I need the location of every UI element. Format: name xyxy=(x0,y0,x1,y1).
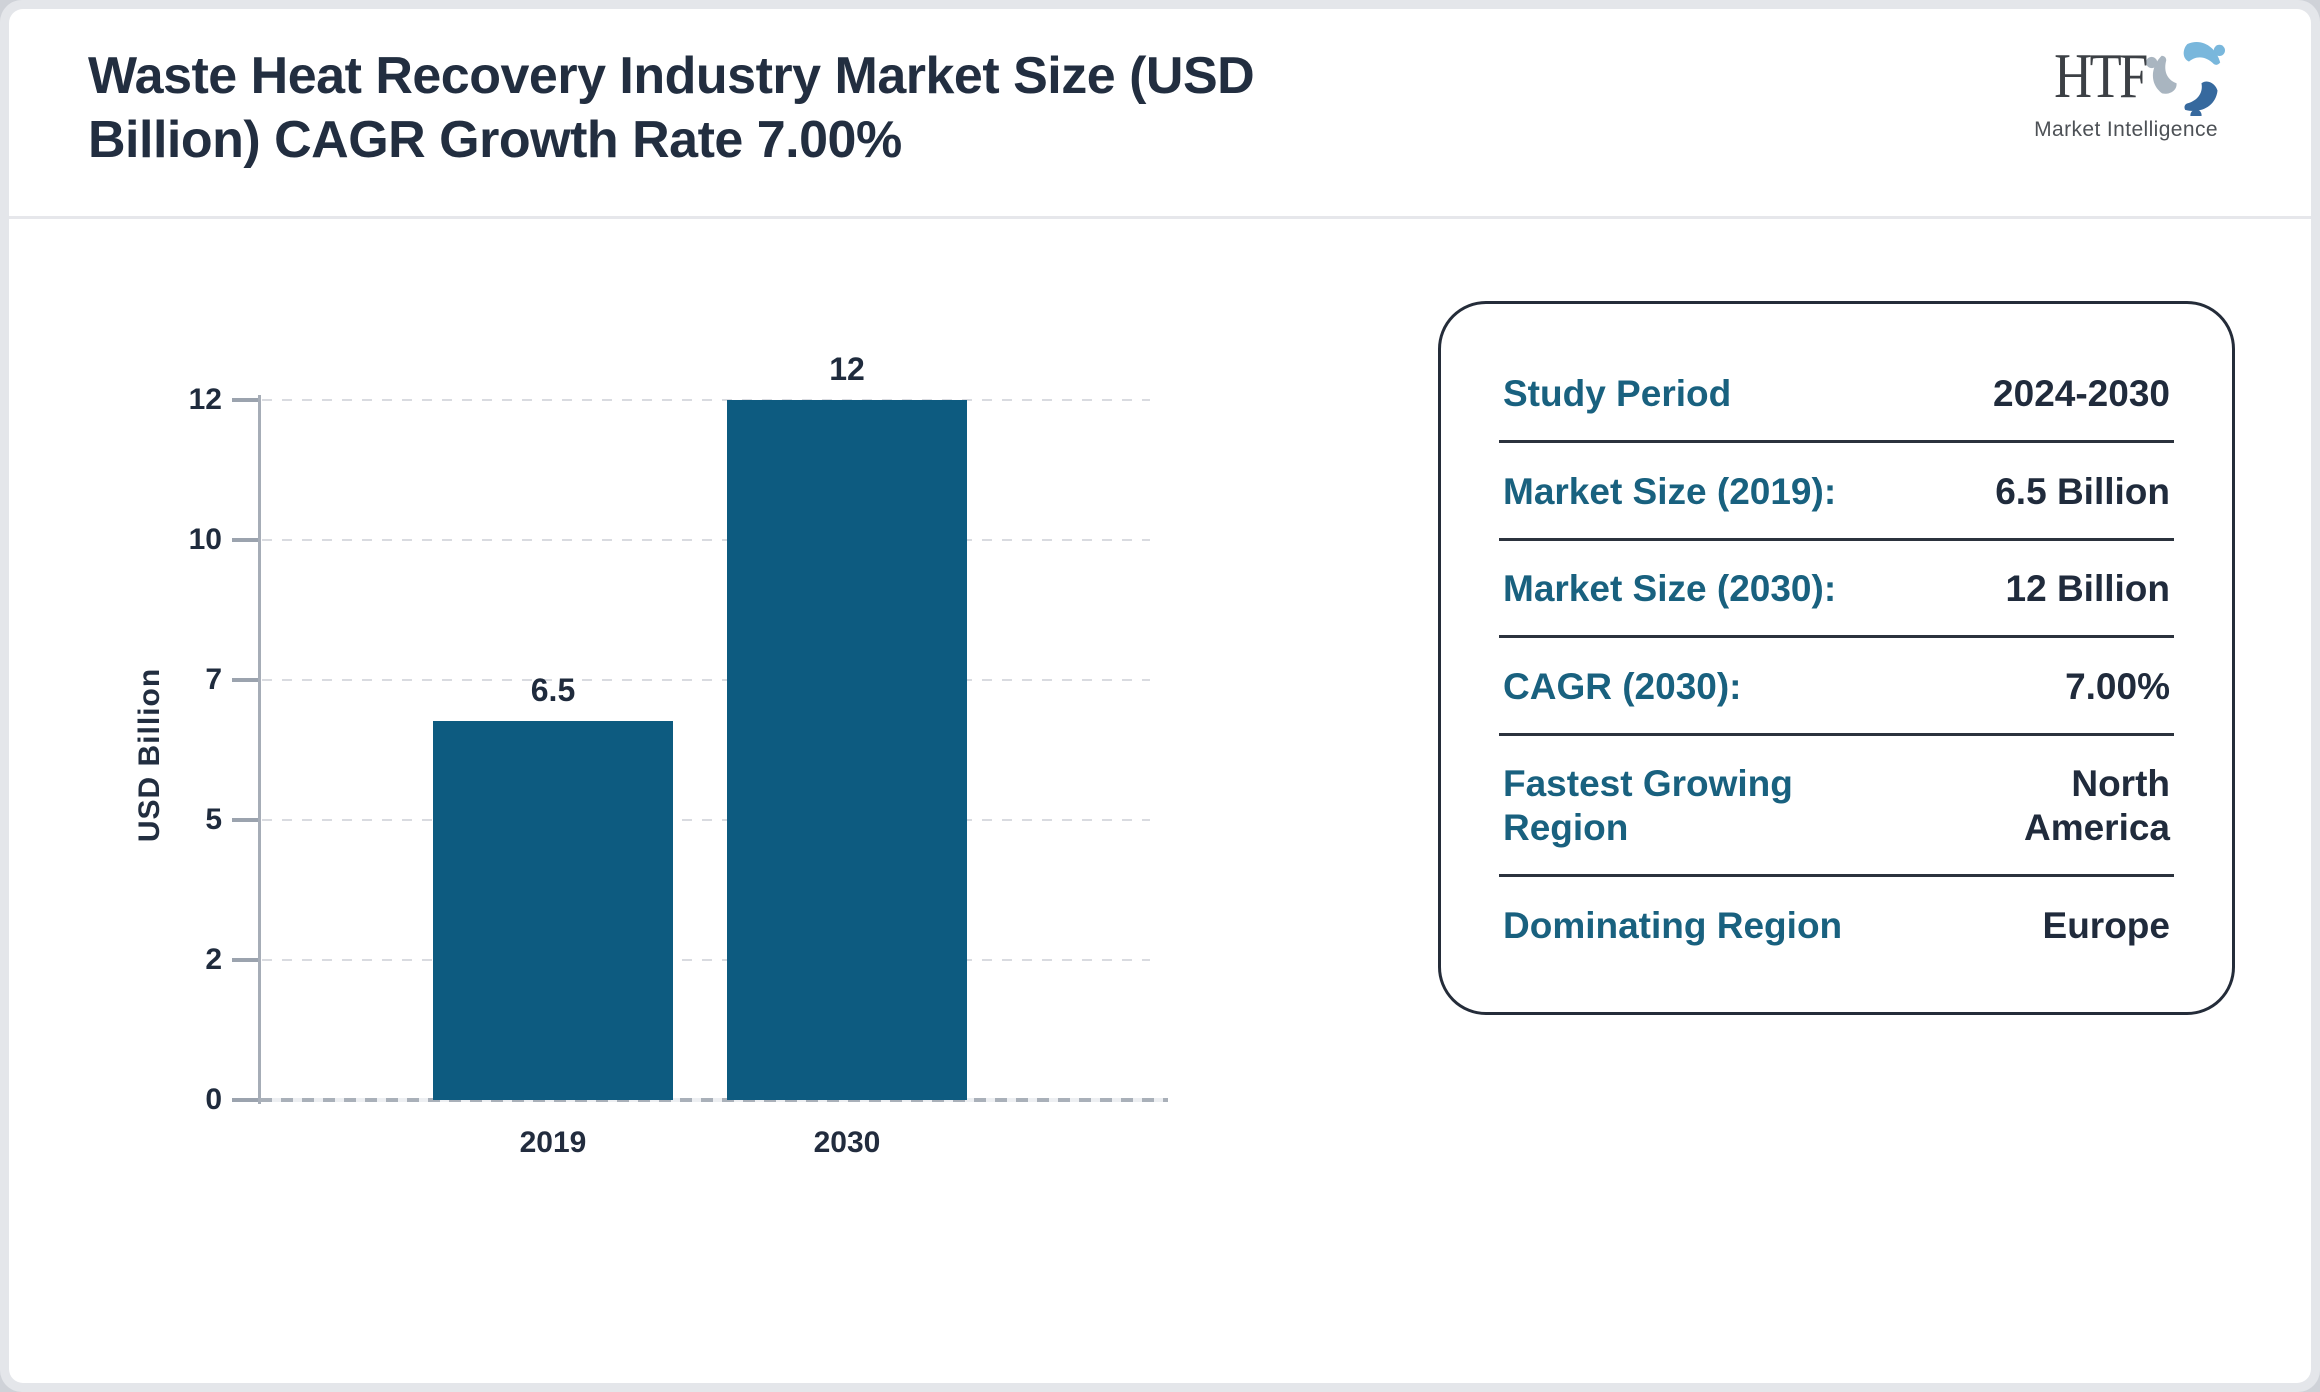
x-tick-label: 2019 xyxy=(519,1126,587,1159)
y-tick-mark xyxy=(232,1098,258,1102)
page-title: Waste Heat Recovery Industry Market Size… xyxy=(88,44,1255,172)
bar-2030 xyxy=(727,400,967,1100)
htf-logo-text: HTF xyxy=(2054,40,2148,111)
summary-value: 2024-2030 xyxy=(1993,373,2170,414)
summary-label: Dominating Region xyxy=(1503,904,1843,946)
summary-row-study-period: Study Period 2024-2030 xyxy=(1499,348,2174,443)
y-tick-label: 2 xyxy=(205,943,222,976)
y-tick-label: 5 xyxy=(205,803,222,836)
y-tick-label: 7 xyxy=(205,663,222,696)
gridline-5 xyxy=(262,819,1150,821)
page-title-line-1: Waste Heat Recovery Industry Market Size… xyxy=(88,47,1255,105)
bar-value-label: 12 xyxy=(829,351,865,387)
gridline-2 xyxy=(262,959,1150,961)
bar-2019 xyxy=(433,720,673,1100)
gridline-12 xyxy=(262,399,1150,401)
gridline-10 xyxy=(262,539,1150,541)
y-tick-label: 10 xyxy=(188,523,222,556)
x-axis-baseline xyxy=(260,1098,1168,1102)
summary-row-fastest-growing-region: Fastest Growing Region North America xyxy=(1499,738,2174,878)
gridline-7 xyxy=(262,679,1150,681)
y-tick-mark xyxy=(232,678,258,682)
summary-row-cagr: CAGR (2030): 7.00% xyxy=(1499,641,2174,736)
y-tick-label: 12 xyxy=(188,383,222,416)
x-tick-label: 2030 xyxy=(813,1126,881,1159)
bar-chart: USD Billion 0 2 5 7 10 12 6.5 2019 12 2030 xyxy=(133,351,1168,1159)
page-title-line-2: Billion) CAGR Growth Rate 7.00% xyxy=(88,111,902,169)
logo-swirl-icon xyxy=(2146,41,2225,116)
y-tick-mark xyxy=(232,958,258,962)
y-axis-title: USD Billion xyxy=(133,667,166,843)
summary-label: CAGR (2030): xyxy=(1503,665,1742,707)
htf-logo-tagline: Market Intelligence xyxy=(2034,118,2218,141)
bar-value-label: 6.5 xyxy=(530,671,576,708)
summary-value: North America xyxy=(2023,763,2170,849)
market-summary-panel: Study Period 2024-2030 Market Size (2019… xyxy=(1438,301,2235,1015)
summary-label: Study Period xyxy=(1503,373,1732,414)
summary-row-market-size-2019: Market Size (2019): 6.5 Billion xyxy=(1499,446,2174,541)
y-axis-line xyxy=(258,395,261,1104)
summary-value: Europe xyxy=(2042,904,2170,946)
htf-logo: HTF Market Intelligence xyxy=(2034,36,2232,142)
summary-value: 7.00% xyxy=(2065,665,2170,707)
htf-logo-row: HTF xyxy=(2034,36,2232,116)
summary-row-dominating-region: Dominating Region Europe xyxy=(1499,880,2174,972)
summary-label: Market Size (2019): xyxy=(1503,470,1837,512)
header-divider xyxy=(9,216,2311,219)
summary-row-market-size-2030: Market Size (2030): 12 Billion xyxy=(1499,543,2174,639)
summary-value: 12 Billion xyxy=(2005,568,2170,610)
y-tick-mark xyxy=(232,818,258,822)
y-tick-mark xyxy=(232,538,258,542)
y-tick-label: 0 xyxy=(205,1083,222,1116)
summary-label: Fastest Growing Region xyxy=(1503,763,1793,849)
summary-value: 6.5 Billion xyxy=(1995,470,2170,512)
summary-label: Market Size (2030): xyxy=(1503,568,1837,610)
y-tick-mark xyxy=(232,398,258,402)
